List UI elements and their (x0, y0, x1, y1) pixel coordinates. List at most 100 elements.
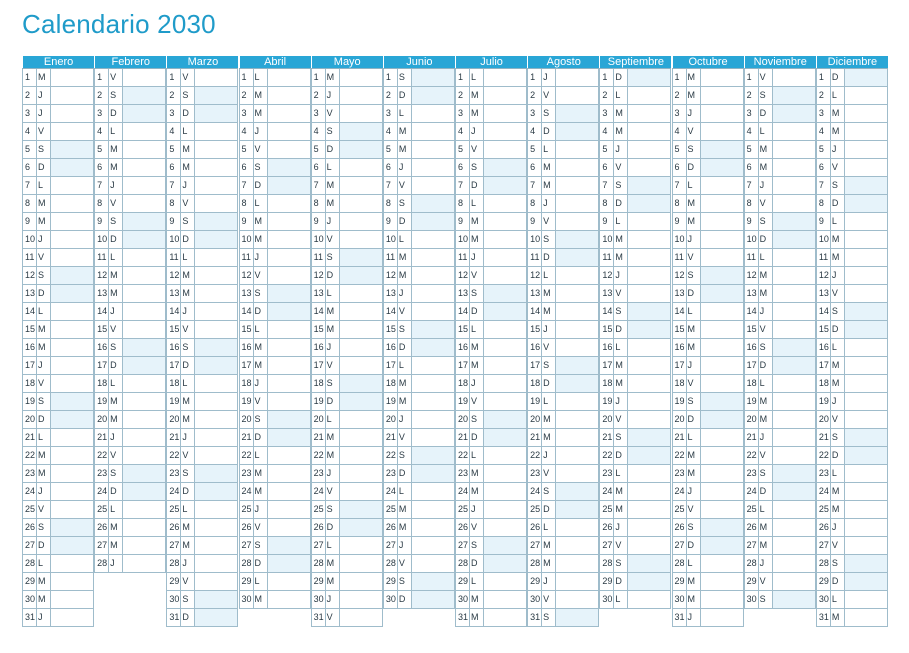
cell-divider (613, 141, 615, 159)
day-cell: 20 S (238, 411, 311, 430)
cell-divider (324, 411, 326, 429)
cell-divider (541, 177, 543, 195)
cell-divider (685, 555, 687, 573)
note-slot (268, 375, 310, 392)
cell-divider (699, 321, 701, 339)
weekday-letter: M (110, 414, 118, 425)
note-slot (701, 321, 743, 338)
day-cell: 23 J (310, 465, 383, 484)
cell-divider (771, 285, 773, 303)
cell-divider (108, 411, 110, 429)
cell-divider (757, 393, 759, 411)
cell-divider (396, 537, 398, 555)
cell-divider (613, 177, 615, 195)
day-cell: 23 M (238, 465, 311, 484)
note-slot (51, 357, 93, 374)
note-slot (267, 411, 310, 429)
cell-divider (108, 249, 110, 267)
cell-divider (757, 69, 759, 87)
day-cell: 28 D (238, 555, 311, 574)
weekday-letter: L (326, 288, 332, 299)
note-slot (195, 267, 237, 284)
cell-divider (396, 213, 398, 231)
cell-divider (771, 249, 773, 267)
day-cell: 22 V (166, 447, 239, 466)
day-cell: 27 M (166, 537, 239, 556)
day-number: 14 (674, 306, 685, 317)
weekday-letter: M (831, 378, 840, 389)
cell-divider (685, 123, 687, 141)
cell-divider (194, 429, 196, 447)
cell-divider (266, 393, 268, 411)
cell-divider (685, 393, 687, 411)
cell-divider (613, 195, 615, 213)
note-slot (412, 267, 454, 284)
cell-divider (410, 105, 412, 123)
cell-divider (483, 105, 484, 123)
weekday-letter: V (326, 234, 333, 245)
note-slot (628, 375, 670, 392)
cell-divider (194, 519, 196, 537)
day-number: 28 (746, 558, 757, 569)
cell-divider (194, 213, 196, 231)
day-cell: 16 V (527, 339, 600, 358)
cell-divider (613, 393, 615, 411)
note-slot (268, 591, 310, 608)
cell-divider (555, 609, 557, 627)
day-number: 6 (746, 162, 752, 173)
note-slot (556, 609, 599, 627)
cell-divider (194, 285, 196, 303)
weekday-letter: M (471, 90, 479, 101)
note-slot (773, 69, 815, 86)
note-slot (123, 123, 165, 140)
cell-divider (252, 375, 254, 393)
weekday-letter: V (326, 486, 333, 497)
cell-divider (757, 501, 759, 519)
weekday-letter: J (831, 144, 837, 155)
day-number: 13 (458, 288, 469, 299)
day-cell: 12 V (238, 267, 311, 286)
weekday-letter: L (759, 252, 765, 263)
note-slot (700, 537, 743, 555)
note-slot (484, 519, 526, 536)
note-slot (195, 609, 238, 627)
day-number: 13 (674, 288, 685, 299)
note-slot (51, 249, 93, 266)
day-cell: 25 S (310, 501, 383, 520)
note-slot (51, 267, 94, 285)
day-cell: 12 J (599, 267, 672, 286)
weekday-letter: J (543, 72, 548, 82)
weekday-letter: J (182, 432, 187, 443)
weekday-letter: V (759, 450, 766, 461)
day-cell: 30 V (527, 591, 600, 610)
weekday-letter: V (471, 144, 478, 155)
day-number: 8 (818, 198, 824, 209)
cell-divider (541, 303, 543, 321)
cell-divider (483, 573, 484, 591)
day-number: 18 (241, 378, 252, 389)
day-number: 6 (458, 162, 464, 173)
day-number: 9 (746, 216, 752, 227)
weekday-letter: M (110, 540, 118, 551)
day-number: 25 (602, 504, 613, 515)
day-number: 2 (313, 90, 319, 101)
day-cell: 28 J (166, 555, 239, 574)
cell-divider (771, 339, 773, 357)
note-slot (701, 213, 743, 230)
day-number: 31 (458, 612, 469, 623)
note-slot (628, 537, 670, 554)
day-number: 20 (818, 414, 829, 425)
cell-divider (627, 159, 629, 177)
cell-divider (194, 501, 196, 519)
weekday-letter: M (687, 342, 696, 353)
note-slot (773, 393, 815, 410)
cell-divider (324, 375, 326, 393)
day-cell: 19 S (22, 393, 95, 412)
note-slot (484, 195, 526, 212)
weekday-letter: J (543, 450, 548, 461)
day-number: 26 (602, 522, 613, 533)
cell-divider (396, 123, 398, 141)
